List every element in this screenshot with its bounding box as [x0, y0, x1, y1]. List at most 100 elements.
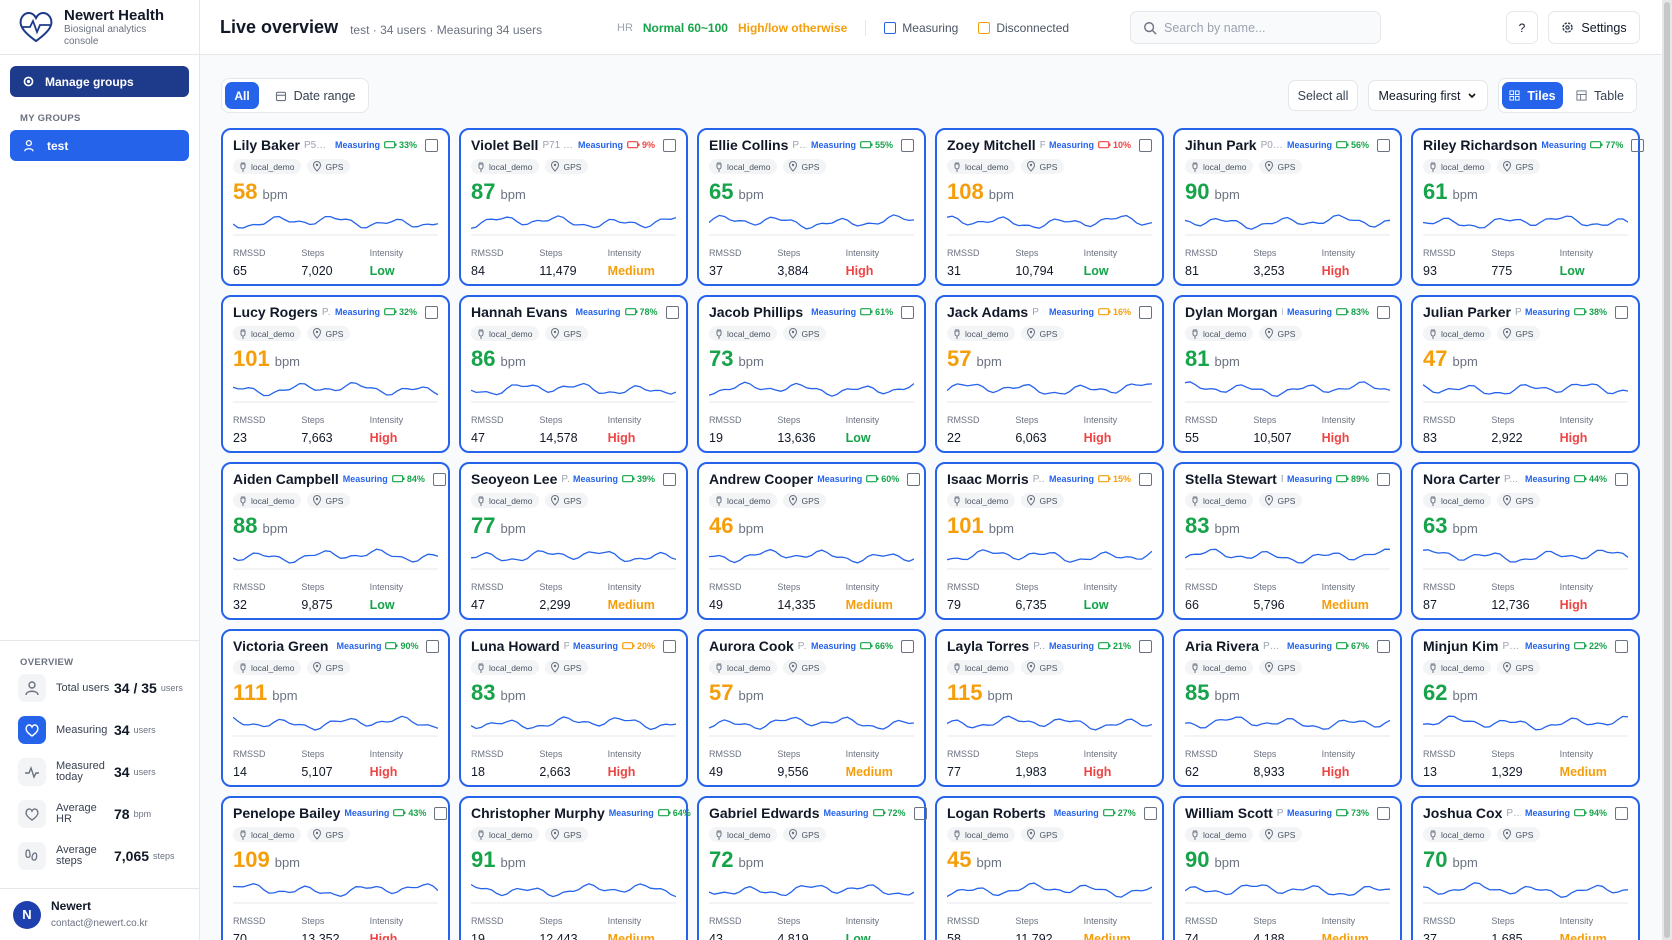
icon — [1428, 662, 1438, 673]
select-checkbox[interactable] — [434, 806, 448, 820]
user-tile[interactable]: Gabriel Edwards Measuring 72% local_demo GPS… — [697, 796, 927, 940]
user-tile[interactable]: Penelope Bailey Measuring 43% local_demo GPS… — [221, 796, 450, 940]
select-checkbox[interactable] — [913, 806, 927, 820]
select-checkbox[interactable] — [425, 305, 438, 319]
sort-select[interactable]: Measuring first — [1368, 80, 1488, 111]
metric-rmssd: RMSSD 43 — [709, 916, 777, 940]
select-checkbox[interactable] — [663, 472, 676, 486]
user-tile[interactable]: Hannah EvansFMeasuring78%local_demoGPS86… — [459, 295, 688, 453]
settings-button[interactable]: Settings — [1548, 11, 1640, 44]
user-tile[interactable]: Jack Adams P Measuring 16% local_demo GPS 57 bp… — [935, 295, 1164, 453]
hr-label: HR — [617, 21, 633, 34]
select-checkbox[interactable] — [665, 305, 679, 319]
icon — [312, 161, 322, 172]
tile-chips: local_demo GPS — [1185, 827, 1390, 842]
tile-header: Hannah EvansFMeasuring78% — [471, 303, 679, 321]
select-checkbox[interactable] — [907, 472, 921, 486]
select-checkbox[interactable] — [1377, 639, 1390, 653]
select-checkbox[interactable] — [901, 305, 915, 319]
manage-groups-button[interactable]: Manage groups — [10, 66, 189, 97]
select-checkbox[interactable] — [901, 138, 914, 152]
tile-chips: local_demo GPS — [709, 493, 914, 508]
device-map-button[interactable]: Device map — [1391, 11, 1496, 44]
select-checkbox[interactable] — [426, 639, 440, 653]
user-tile[interactable]: Aria Rivera P5... Measuring 67% local_demo GP… — [1173, 629, 1402, 787]
select-checkbox[interactable] — [1139, 138, 1152, 152]
user-tile[interactable]: Logan RobertsIMeasuring27%local_demoGPS4… — [935, 796, 1164, 940]
user-tile[interactable]: Christopher Murphy Measuring 64% local_demo… — [459, 796, 712, 940]
help-button[interactable]: ? — [1506, 11, 1538, 44]
select-checkbox[interactable] — [1615, 639, 1628, 653]
filter-date-range[interactable]: Date range — [266, 82, 364, 109]
select-checkbox[interactable] — [1377, 138, 1390, 152]
battery: 44% — [1574, 474, 1607, 484]
select-all-button[interactable]: Select all — [1288, 80, 1358, 111]
battery-level: 33% — [398, 140, 417, 150]
user-tile[interactable]: Stella Stewart FMeasuring 89% local_demo GPS… — [1173, 462, 1402, 620]
select-checkbox[interactable] — [663, 639, 676, 653]
select-checkbox[interactable] — [1377, 472, 1390, 486]
select-checkbox[interactable] — [663, 138, 676, 152]
select-checkbox[interactable] — [1377, 806, 1390, 820]
battery: 22% — [1574, 641, 1607, 651]
battery: 73% — [1336, 808, 1369, 818]
sparkline — [232, 875, 439, 910]
select-checkbox[interactable] — [1139, 472, 1152, 486]
view-tiles[interactable]: Tiles — [1502, 82, 1563, 109]
user-tile[interactable]: Violet Bell P71 · ... Measuring 9% local_dem… — [459, 128, 688, 286]
user-name: Hannah Evans — [471, 304, 568, 320]
select-checkbox[interactable] — [425, 138, 438, 152]
bpm-value: 65 — [709, 179, 734, 204]
metric-value: 1,685 — [1491, 932, 1523, 940]
tile-chips: local_demo GPS — [233, 493, 438, 508]
select-checkbox[interactable] — [901, 639, 914, 653]
user-id: P... — [563, 640, 569, 652]
bpm-value: 83 — [1185, 513, 1210, 538]
tile-header: Victoria GreenFMeasuring90% — [233, 637, 440, 655]
user-tile[interactable]: Riley Richardson Measuring 77% local_demo GP… — [1411, 128, 1645, 286]
metric-value: 49 — [709, 765, 723, 779]
select-checkbox[interactable] — [1139, 305, 1152, 319]
user-tile[interactable]: Jacob PhillipsP...Measuring61%local_demo… — [697, 295, 926, 453]
view-table[interactable]: Table — [1568, 82, 1632, 109]
user-id: P5... — [1262, 640, 1283, 652]
select-checkbox[interactable] — [1139, 639, 1152, 653]
select-checkbox[interactable] — [1377, 305, 1390, 319]
user-tile[interactable]: Victoria GreenFMeasuring90%local_demoGPS… — [221, 629, 450, 787]
select-checkbox[interactable] — [1615, 472, 1628, 486]
user-tile[interactable]: Andrew Cooper Measuring 60% local_demo GPS 46… — [697, 462, 926, 620]
filter-all[interactable]: All — [225, 82, 259, 109]
user-tile[interactable]: Aiden Campbell Measuring 84% local_demo GPS 8… — [221, 462, 450, 620]
select-checkbox[interactable] — [1615, 806, 1628, 820]
user-tile[interactable]: Minjun Kim P0... Measuring 22% local_demo GPS… — [1411, 629, 1640, 787]
stat-icon — [18, 758, 46, 786]
metric-value: 70 — [233, 932, 247, 940]
select-checkbox[interactable] — [1631, 138, 1645, 152]
select-checkbox[interactable] — [1615, 305, 1628, 319]
label: GPS — [1277, 328, 1296, 339]
metric-value: 9,875 — [301, 598, 333, 612]
user-tile[interactable]: Lily Baker P51 ... Measuring 33% local_demo G… — [221, 128, 450, 286]
group-item[interactable]: test — [10, 130, 189, 161]
search-input[interactable]: Search by name... — [1130, 11, 1381, 44]
user-profile[interactable]: N Newert contact@newert.co.kr — [0, 888, 200, 940]
gps-chip: GPS — [783, 326, 827, 341]
select-checkbox[interactable] — [1143, 806, 1157, 820]
overview-stat: Measured today 34 users — [18, 757, 188, 787]
status: Measuring — [1524, 474, 1570, 484]
user-tile[interactable]: Julian Parker P Measuring 38% local_demo GPS 4… — [1411, 295, 1640, 453]
user-tile[interactable]: Nora Carter P... Measuring 44% local_demo GPS… — [1411, 462, 1640, 620]
select-checkbox[interactable] — [432, 472, 446, 486]
